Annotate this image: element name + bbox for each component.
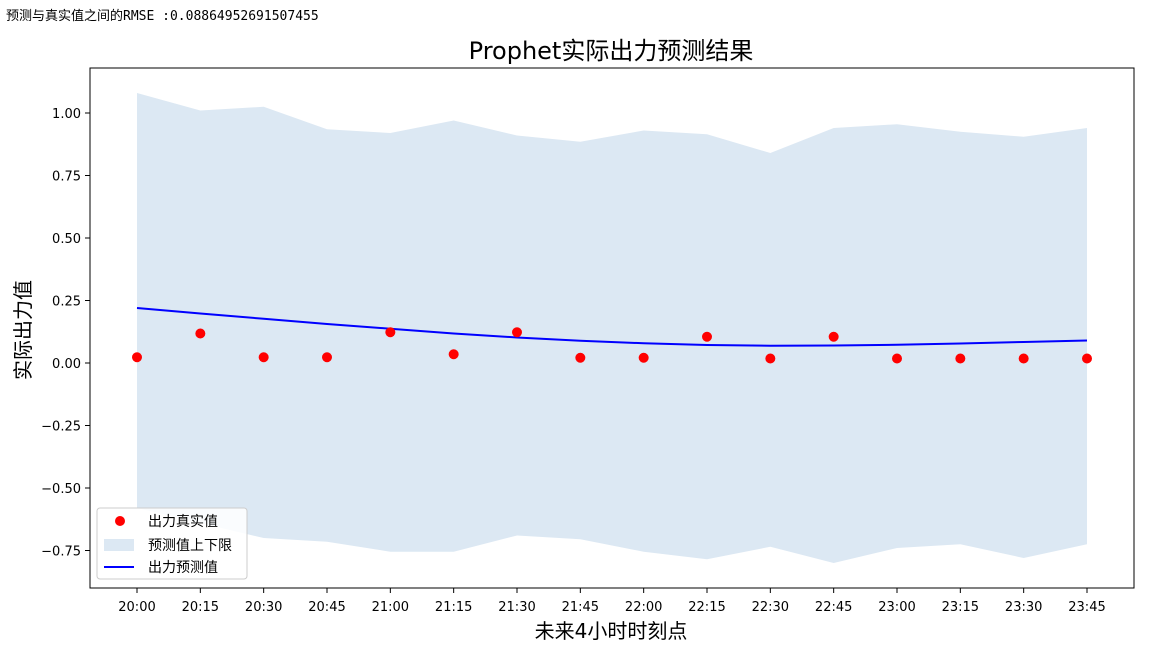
- actual-point-21:15: [448, 349, 459, 360]
- actual-point-22:00: [638, 352, 649, 363]
- x-tick-label-21:00: 21:00: [372, 600, 409, 615]
- y-tick-label-0: 1.00: [52, 107, 81, 122]
- x-tick-label-22:00: 22:00: [625, 600, 662, 615]
- actual-point-20:45: [322, 352, 332, 363]
- actual-point-21:30: [512, 327, 522, 338]
- y-tick-label-5: −0.25: [41, 420, 81, 435]
- actual-point-21:00: [385, 327, 396, 338]
- actual-point-22:30: [765, 353, 776, 364]
- x-tick-label-23:45: 23:45: [1068, 600, 1105, 615]
- chart-title: Prophet实际出力预测结果: [469, 37, 754, 65]
- y-tick-label-6: −0.50: [41, 482, 81, 497]
- rmse-value: :0.08864952691507455: [154, 9, 319, 24]
- x-tick-label-21:45: 21:45: [562, 600, 599, 615]
- x-axis-label: 未来4小时时刻点: [535, 619, 688, 643]
- actual-point-20:30: [258, 352, 269, 363]
- confidence-band: [137, 93, 1087, 563]
- x-tick-label-23:30: 23:30: [1005, 600, 1042, 615]
- actual-point-20:15: [195, 328, 206, 339]
- y-tick-label-3: 0.25: [52, 295, 81, 310]
- rmse-label: 预测与真实值之间的RMSE: [6, 9, 155, 24]
- x-tick-label-21:15: 21:15: [435, 600, 472, 615]
- actual-point-23:30: [1018, 353, 1029, 364]
- x-tick-label-22:45: 22:45: [815, 600, 852, 615]
- x-tick-label-20:45: 20:45: [308, 600, 345, 615]
- x-tick-label-22:15: 22:15: [688, 600, 725, 615]
- x-tick-label-22:30: 22:30: [752, 600, 789, 615]
- forecast-line: [136, 307, 1088, 347]
- x-tick-label-20:15: 20:15: [182, 600, 219, 615]
- actual-point-21:45: [575, 352, 586, 363]
- actual-point-23:45: [1082, 353, 1092, 364]
- x-tick-label-21:30: 21:30: [498, 600, 535, 615]
- legend-marker-actual: [115, 516, 125, 526]
- y-tick-label-1: 0.75: [52, 170, 81, 185]
- axes-frame: [89, 67, 1135, 589]
- rmse-readout: 预测与真实值之间的RMSE :0.08864952691507455: [6, 5, 319, 24]
- actual-point-20:00: [132, 352, 142, 363]
- actual-point-23:15: [955, 353, 966, 364]
- y-axis-label: 实际出力值: [11, 280, 35, 380]
- x-tick-label-20:30: 20:30: [245, 600, 282, 615]
- y-tick-label-7: −0.75: [41, 545, 81, 560]
- legend-box: [96, 507, 248, 580]
- actual-point-22:45: [828, 331, 839, 342]
- plot-area: 20:00 20:15 20:30 20:45 21:00 21:15 21:30 21:45…: [41, 67, 1135, 615]
- x-tick-label-23:00: 23:00: [878, 600, 915, 615]
- legend-label-0: 出力真实值: [148, 514, 218, 530]
- actual-point-22:15: [702, 331, 712, 342]
- y-tick-label-2: 0.50: [52, 232, 81, 247]
- y-tick-label-4: 0.00: [52, 357, 81, 372]
- legend-swatch-band: [104, 539, 134, 551]
- legend-label-2: 出力预测值: [148, 560, 218, 576]
- x-tick-label-23:15: 23:15: [942, 600, 979, 615]
- legend-label-1: 预测值上下限: [148, 538, 232, 554]
- x-tick-label-20:00: 20:00: [118, 600, 155, 615]
- actual-point-23:00: [892, 353, 902, 364]
